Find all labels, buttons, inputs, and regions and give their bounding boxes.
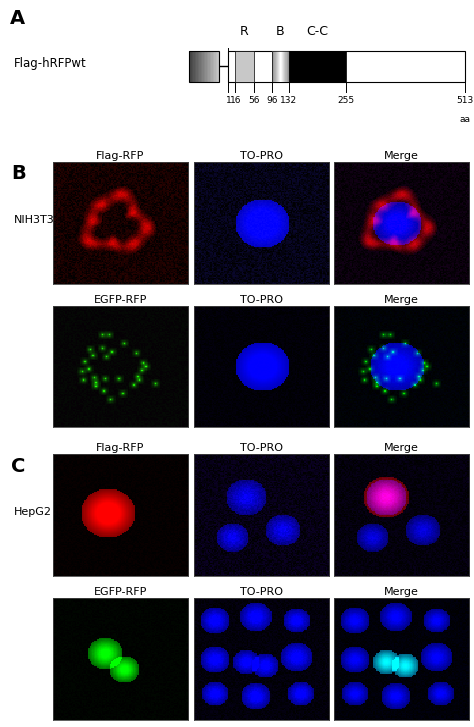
Bar [283, 51, 284, 81]
Bar [217, 51, 219, 81]
Bar [285, 51, 286, 81]
Bar [278, 51, 279, 81]
Text: 255: 255 [337, 95, 354, 105]
Bar [272, 51, 273, 81]
Bar [213, 51, 215, 81]
Bar [287, 51, 288, 81]
Title: Merge: Merge [384, 294, 419, 305]
Bar [195, 51, 197, 81]
Bar [204, 51, 206, 81]
Text: 96: 96 [266, 95, 278, 105]
Text: NIH3T3: NIH3T3 [14, 214, 55, 225]
Bar [282, 51, 283, 81]
Bar [288, 51, 289, 81]
Bar [211, 51, 213, 81]
Title: TO-PRO: TO-PRO [239, 151, 283, 161]
Text: C: C [11, 457, 26, 475]
Bar [272, 51, 289, 81]
Bar [282, 51, 283, 81]
Bar [277, 51, 278, 81]
Text: R: R [240, 25, 249, 38]
Bar [198, 51, 200, 81]
Title: Flag-RFP: Flag-RFP [96, 443, 145, 453]
Bar [287, 51, 288, 81]
Text: 16: 16 [229, 95, 241, 105]
Bar [189, 51, 219, 81]
Bar [189, 51, 191, 81]
Text: B: B [276, 25, 285, 38]
Bar [274, 51, 275, 81]
Bar [275, 51, 276, 81]
Bar [228, 51, 465, 81]
Title: Merge: Merge [384, 587, 419, 597]
Bar [289, 51, 346, 81]
Text: C-C: C-C [306, 25, 328, 38]
Bar [190, 51, 192, 81]
Bar [207, 51, 209, 81]
Title: Merge: Merge [384, 443, 419, 453]
Bar [193, 51, 195, 81]
Bar [281, 51, 282, 81]
Text: 56: 56 [248, 95, 259, 105]
Bar [285, 51, 286, 81]
Bar [283, 51, 284, 81]
Text: HepG2: HepG2 [14, 507, 52, 517]
Bar [201, 51, 203, 81]
Title: TO-PRO: TO-PRO [239, 443, 283, 453]
Bar [196, 51, 198, 81]
Text: aa: aa [459, 115, 470, 124]
Title: TO-PRO: TO-PRO [239, 294, 283, 305]
Text: Flag-hRFPwt: Flag-hRFPwt [14, 57, 87, 70]
Bar [278, 51, 279, 81]
Bar [279, 51, 281, 81]
Bar [235, 51, 254, 81]
Title: Flag-RFP: Flag-RFP [96, 151, 145, 161]
Bar [279, 51, 280, 81]
Bar [280, 51, 281, 81]
Bar [192, 51, 194, 81]
Bar [277, 51, 278, 81]
Bar [216, 51, 218, 81]
Bar [273, 51, 274, 81]
Title: EGFP-RFP: EGFP-RFP [94, 587, 147, 597]
Bar [199, 51, 201, 81]
Bar [286, 51, 287, 81]
Bar [284, 51, 285, 81]
Bar [210, 51, 212, 81]
Bar [275, 51, 276, 81]
Bar [214, 51, 216, 81]
Bar [205, 51, 207, 81]
Text: B: B [11, 164, 26, 183]
Bar [202, 51, 204, 81]
Title: TO-PRO: TO-PRO [239, 587, 283, 597]
Bar [208, 51, 210, 81]
Bar [284, 51, 285, 81]
Text: 513: 513 [456, 95, 473, 105]
Bar [288, 51, 289, 81]
Bar [273, 51, 274, 81]
Text: 1: 1 [226, 95, 231, 105]
Title: EGFP-RFP: EGFP-RFP [94, 294, 147, 305]
Title: Merge: Merge [384, 151, 419, 161]
Bar [274, 51, 275, 81]
Text: 132: 132 [280, 95, 297, 105]
Bar [281, 51, 282, 81]
Bar [276, 51, 277, 81]
Text: A: A [9, 9, 25, 28]
